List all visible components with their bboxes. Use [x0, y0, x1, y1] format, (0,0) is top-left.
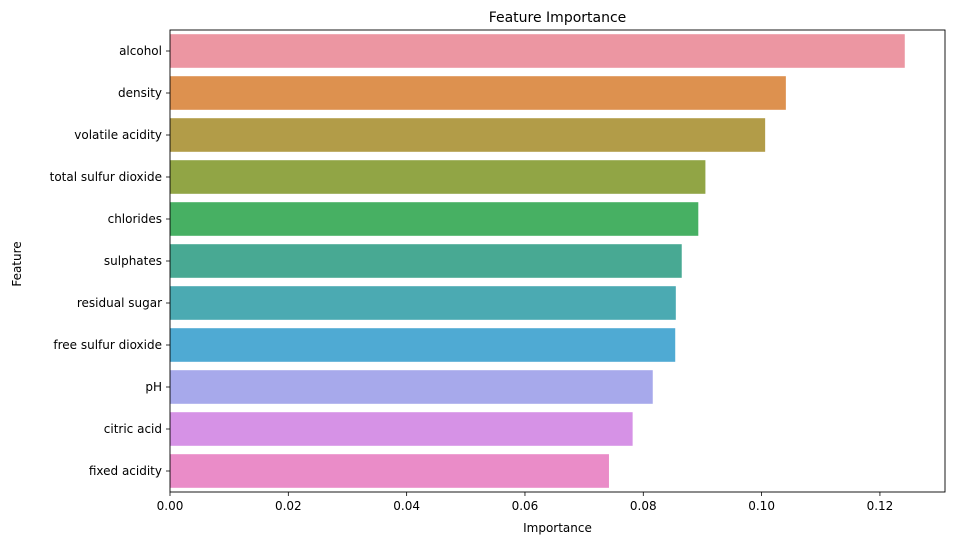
- bars-layer: [170, 34, 905, 488]
- y-tick-label-density: density: [118, 86, 162, 100]
- bar-sulphates: [170, 244, 682, 278]
- bar-residual-sugar: [170, 286, 676, 320]
- x-tick-label: 0.04: [393, 499, 420, 513]
- y-tick-label-citric-acid: citric acid: [104, 422, 162, 436]
- y-tick-label-sulphates: sulphates: [104, 254, 162, 268]
- x-axis-label: Importance: [523, 521, 592, 535]
- plot-frame: [169, 29, 946, 493]
- bar-chlorides: [170, 202, 699, 236]
- y-tick-label-total-sulfur-dioxide: total sulfur dioxide: [50, 170, 162, 184]
- y-axis-label: Feature: [10, 241, 24, 286]
- y-tick-label-chlorides: chlorides: [108, 212, 162, 226]
- bar-volatile-acidity: [170, 118, 766, 152]
- bar-fixed-acidity: [170, 454, 609, 488]
- x-tick-label: 0.08: [630, 499, 657, 513]
- bar-alcohol: [170, 34, 905, 68]
- bar-density: [170, 76, 786, 110]
- x-tick-label: 0.02: [275, 499, 302, 513]
- y-tick-label-fixed-acidity: fixed acidity: [89, 464, 162, 478]
- x-tick-label: 0.12: [867, 499, 894, 513]
- ticks-layer: alcohol density volatile acidity total sulf…: [50, 44, 894, 513]
- chart-title: Feature Importance: [489, 10, 627, 26]
- y-tick-label-free-sulfur-dioxide: free sulfur dioxide: [53, 338, 162, 352]
- y-tick-label-residual-sugar: residual sugar: [77, 296, 162, 310]
- x-tick-label: 0.10: [748, 499, 775, 513]
- bar-ph: [170, 370, 653, 404]
- bar-total-sulfur-dioxide: [170, 160, 706, 194]
- bar-citric-acid: [170, 412, 633, 446]
- x-tick-label: 0.00: [157, 499, 184, 513]
- y-tick-label-volatile-acidity: volatile acidity: [74, 128, 162, 142]
- y-tick-label-alcohol: alcohol: [119, 44, 162, 58]
- bar-free-sulfur-dioxide: [170, 328, 676, 362]
- x-tick-label: 0.06: [512, 499, 539, 513]
- y-tick-label-ph: pH: [145, 380, 162, 394]
